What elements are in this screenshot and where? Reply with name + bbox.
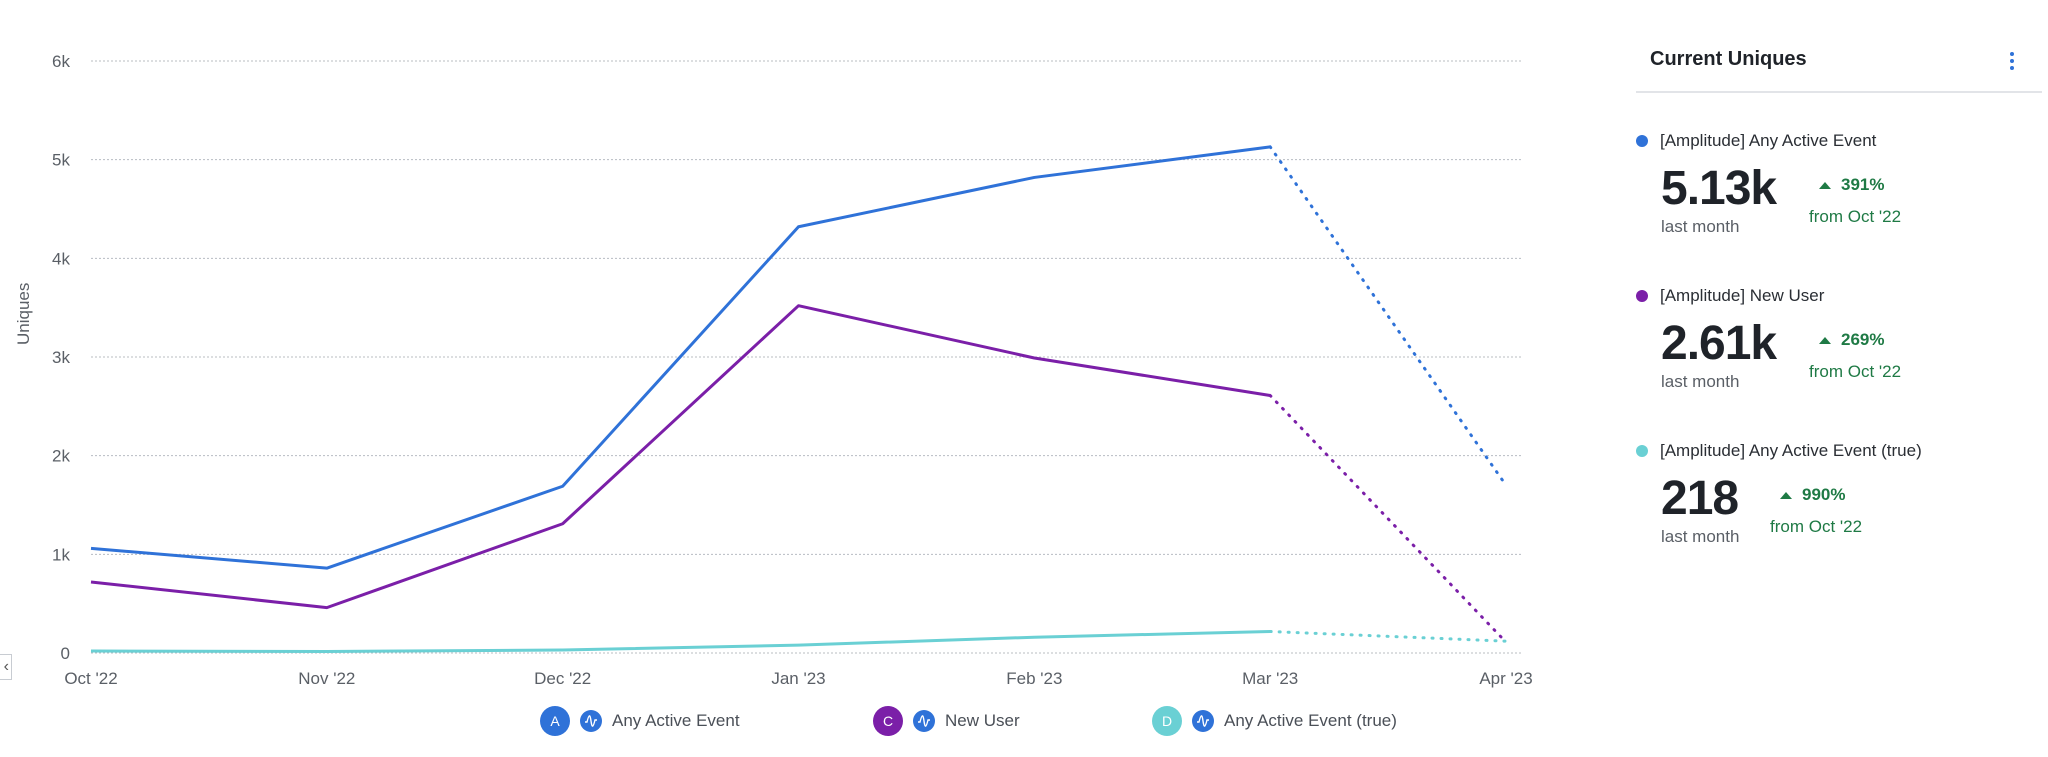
x-tick-label: Apr '23 bbox=[1479, 669, 1532, 688]
amplitude-logo-icon bbox=[913, 710, 935, 732]
x-tick-label: Dec '22 bbox=[534, 669, 591, 688]
y-tick-label: 5k bbox=[52, 151, 70, 170]
metric-period: last month bbox=[1661, 372, 1740, 391]
metric-period: last month bbox=[1661, 527, 1740, 546]
metric-name: [Amplitude] New User bbox=[1660, 286, 1825, 305]
series-badge-a: A bbox=[540, 706, 570, 736]
x-tick-label: Mar '23 bbox=[1242, 669, 1298, 688]
data-point bbox=[1500, 479, 1512, 491]
x-tick-label: Feb '23 bbox=[1006, 669, 1062, 688]
y-tick-label: 3k bbox=[52, 348, 70, 367]
data-point bbox=[1264, 141, 1276, 153]
metric-value: 5.13k bbox=[1661, 162, 1777, 215]
chart-legend: A Any Active Event C New User D Any Acti… bbox=[0, 706, 2048, 738]
x-tick-label: Nov '22 bbox=[298, 669, 355, 688]
line-chart: 0 1k 2k 3k 4k 5k 6k Oct '22 Nov '22 Dec '22 Jan '2… bbox=[52, 52, 1533, 688]
data-point bbox=[1028, 171, 1040, 183]
up-arrow-icon bbox=[1780, 491, 1792, 499]
series-line-c bbox=[90, 304, 1271, 610]
panel-title: Current Uniques bbox=[1650, 48, 1807, 70]
series-badge-d: D bbox=[1152, 706, 1182, 736]
y-tick-label: 2k bbox=[52, 447, 70, 466]
up-arrow-icon bbox=[1819, 181, 1831, 189]
data-point bbox=[321, 602, 333, 614]
data-point bbox=[1264, 625, 1276, 637]
x-tick-label: Oct '22 bbox=[64, 669, 117, 688]
y-tick-label: 6k bbox=[52, 52, 70, 71]
metric-change-from: from Oct '22 bbox=[1770, 517, 1863, 536]
series-incomplete-segment-c bbox=[1268, 393, 1508, 644]
metric-change: 269% bbox=[1819, 330, 1884, 350]
data-point bbox=[1500, 635, 1512, 647]
metric-change: 990% bbox=[1780, 485, 1845, 505]
data-point bbox=[557, 518, 569, 530]
legend-item-new-user[interactable]: C New User bbox=[873, 706, 1020, 736]
metric-name: [Amplitude] Any Active Event bbox=[1660, 131, 1877, 150]
y-axis-label: Uniques bbox=[14, 282, 33, 345]
legend-item-any-active-event[interactable]: A Any Active Event bbox=[540, 706, 740, 736]
data-point bbox=[85, 542, 97, 554]
metric-change: 391% bbox=[1819, 175, 1884, 195]
data-point bbox=[557, 644, 569, 656]
series-line-a bbox=[90, 145, 1271, 570]
metric-change-from: from Oct '22 bbox=[1809, 362, 1902, 381]
data-point bbox=[85, 645, 97, 657]
x-tick-label: Jan '23 bbox=[771, 669, 825, 688]
up-arrow-icon bbox=[1819, 336, 1831, 344]
series-line-d bbox=[90, 629, 1271, 654]
metric-period: last month bbox=[1661, 217, 1740, 236]
data-point bbox=[1264, 389, 1276, 401]
collapse-button[interactable]: ‹ bbox=[0, 654, 12, 680]
data-point bbox=[1028, 631, 1040, 643]
series-badge-c: C bbox=[873, 706, 903, 736]
data-point bbox=[1028, 352, 1040, 364]
series-incomplete-segment-a bbox=[1268, 145, 1508, 487]
data-point bbox=[321, 646, 333, 658]
amplitude-logo-icon bbox=[1192, 710, 1214, 732]
metric-value: 2.61k bbox=[1661, 317, 1777, 370]
divider bbox=[1636, 91, 2042, 93]
series-color-dot bbox=[1636, 290, 1648, 302]
series-color-dot bbox=[1636, 135, 1648, 147]
data-point bbox=[793, 639, 805, 651]
current-uniques-panel: Current Uniques [Amplitude] Any Active E… bbox=[1636, 0, 2042, 757]
more-options-icon[interactable] bbox=[2010, 52, 2016, 73]
legend-label: Any Active Event bbox=[612, 711, 740, 730]
y-tick-label: 0 bbox=[61, 644, 70, 663]
amplitude-logo-icon bbox=[580, 710, 602, 732]
metric-change-from: from Oct '22 bbox=[1809, 207, 1902, 226]
legend-label: New User bbox=[945, 711, 1020, 730]
legend-item-any-active-event-true[interactable]: D Any Active Event (true) bbox=[1152, 706, 1397, 736]
data-point bbox=[321, 562, 333, 574]
metric-value: 218 bbox=[1661, 472, 1739, 525]
data-point bbox=[557, 480, 569, 492]
metric-name: [Amplitude] Any Active Event (true) bbox=[1660, 441, 1922, 460]
data-point bbox=[85, 576, 97, 588]
data-point bbox=[793, 221, 805, 233]
y-tick-label: 1k bbox=[52, 545, 70, 564]
legend-label: Any Active Event (true) bbox=[1224, 711, 1397, 730]
series-color-dot bbox=[1636, 445, 1648, 457]
data-point bbox=[793, 300, 805, 312]
chevron-left-icon: ‹ bbox=[3, 658, 9, 675]
series-incomplete-segment-d bbox=[1268, 629, 1508, 643]
y-tick-label: 4k bbox=[52, 249, 70, 268]
